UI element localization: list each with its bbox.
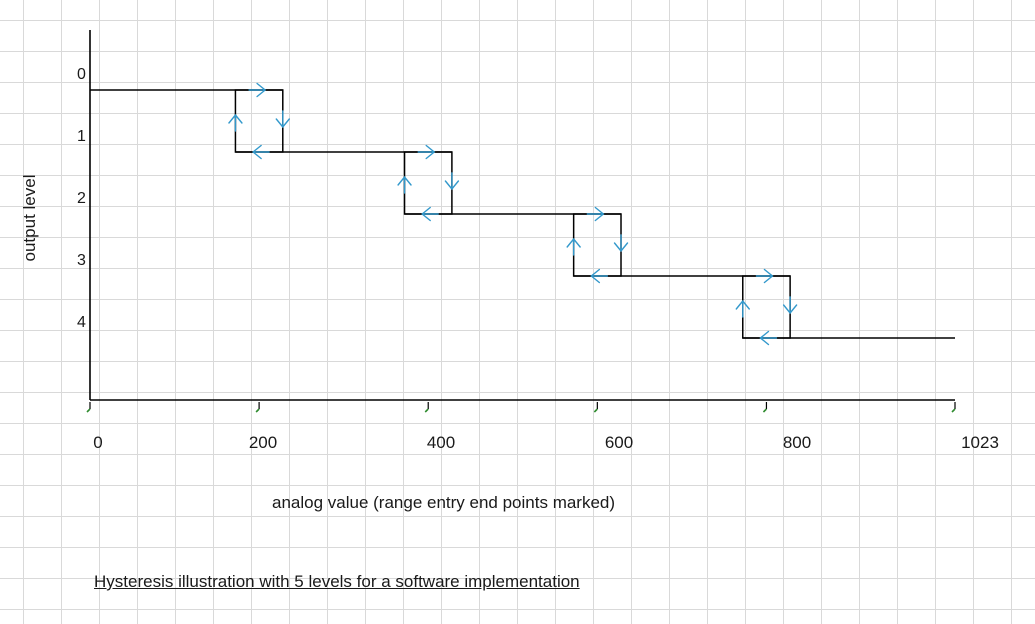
hysteresis-loop-2	[403, 151, 453, 215]
y-level-label-0: 0	[77, 66, 86, 83]
loop-3-arrow-right-icon	[586, 206, 605, 222]
hysteresis-loop-1	[234, 89, 284, 153]
x-tick-label-200: 200	[248, 433, 278, 452]
diagram-caption: Hysteresis illustration with 5 levels fo…	[94, 572, 580, 591]
hysteresis-loop-4	[742, 275, 791, 339]
y-level-label-4: 4	[77, 314, 86, 331]
x-tick-label-400: 400	[426, 433, 456, 452]
loop-1-arrow-down-icon	[275, 110, 290, 129]
x-tick-marker-1023	[951, 408, 956, 413]
x-axis-title: analog value (range entry end points mar…	[272, 493, 616, 512]
y-axis-title: output level	[20, 174, 39, 262]
loop-2-arrow-right-icon	[417, 144, 436, 160]
y-level-label-3: 3	[77, 252, 86, 269]
loop-1-arrow-left-icon	[251, 144, 270, 160]
x-tick-marker-800	[762, 408, 768, 413]
loop-4-arrow-down-icon	[782, 296, 798, 315]
x-tick-label-0: 0	[93, 433, 103, 452]
loop-3-arrow-down-icon	[613, 234, 629, 253]
loop-1-arrow-right-icon	[248, 82, 267, 98]
x-tick-label-1023: 1023	[961, 433, 999, 452]
loop-2-arrow-left-icon	[421, 206, 439, 222]
y-level-label-1: 1	[77, 128, 86, 145]
x-tick-marker-400	[424, 408, 429, 413]
loop-3-arrow-up-icon	[566, 237, 581, 256]
x-tick-label-600: 600	[604, 433, 634, 452]
loop-4-arrow-left-icon	[759, 330, 778, 346]
y-level-label-2: 2	[77, 190, 86, 207]
loop-4-arrow-up-icon	[735, 299, 750, 318]
loop-2-arrow-down-icon	[444, 172, 460, 191]
loop-4-arrow-right-icon	[755, 268, 774, 284]
x-tick-marker-200	[255, 408, 260, 413]
loop-2-arrow-up-icon	[397, 175, 412, 194]
loop-3-arrow-left-icon	[590, 268, 609, 284]
x-tick-label-800: 800	[782, 433, 812, 452]
hysteresis-loop-3	[572, 213, 622, 277]
loop-1-arrow-up-icon	[228, 113, 243, 132]
x-tick-marker-0	[86, 408, 91, 413]
x-tick-marker-600	[593, 408, 598, 413]
